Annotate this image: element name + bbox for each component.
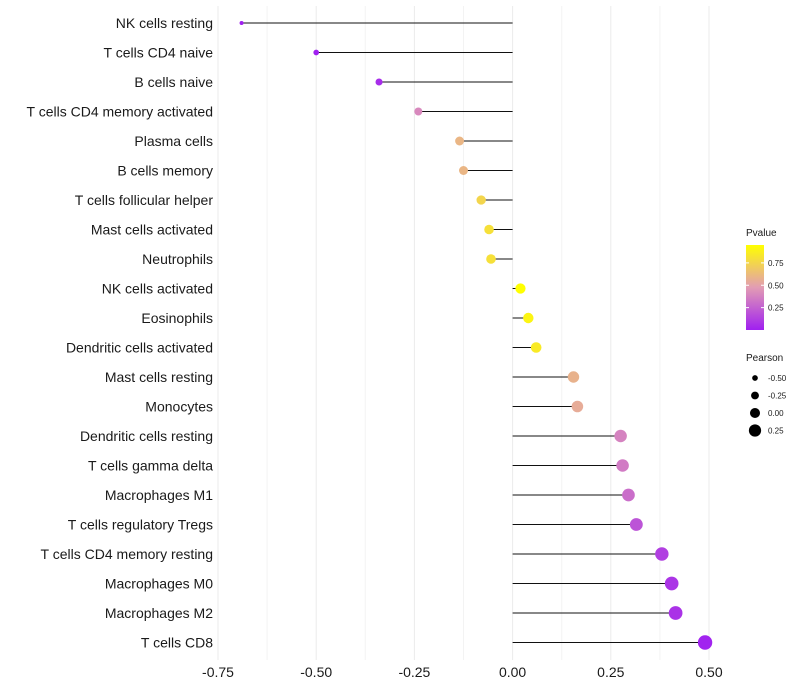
- lollipop-point: [622, 488, 635, 502]
- category-label: Eosinophils: [141, 310, 213, 326]
- lollipop-point: [484, 224, 494, 235]
- category-label: Monocytes: [145, 399, 213, 415]
- size-legend-label: 0.00: [768, 409, 784, 418]
- category-label: T cells regulatory Tregs: [68, 517, 213, 533]
- category-label: Mast cells resting: [105, 369, 213, 385]
- category-label: Macrophages M2: [105, 605, 213, 621]
- category-label: T cells CD4 memory resting: [41, 546, 213, 562]
- category-label: Mast cells activated: [91, 222, 213, 238]
- lollipop-point: [567, 371, 580, 383]
- colorbar-tick-label: 0.25: [768, 304, 784, 313]
- lollipop-point: [313, 49, 320, 56]
- category-label: T cells CD8: [141, 635, 213, 651]
- lollipop-point: [239, 21, 244, 25]
- size-legend-dot: [749, 407, 761, 419]
- lollipop-point: [375, 78, 383, 86]
- lollipop-point: [697, 635, 713, 650]
- category-label: NK cells activated: [102, 281, 213, 297]
- x-axis-tick-labels: -0.75 -0.50 -0.25 0.00 0.25 0.50: [202, 664, 723, 680]
- pearson-legend: Pearson -0.50 -0.25 0.00 0.25: [746, 353, 787, 437]
- size-legend-label: -0.50: [768, 374, 787, 383]
- x-tick-label: -0.75: [202, 664, 234, 680]
- pvalue-colorbar: [746, 245, 764, 330]
- category-label: Dendritic cells activated: [66, 340, 213, 356]
- x-tick-label: 0.25: [597, 664, 624, 680]
- category-label: Macrophages M0: [105, 576, 213, 592]
- lollipop-point: [486, 254, 496, 264]
- size-legend-label: -0.25: [768, 392, 787, 401]
- pearson-legend-title: Pearson: [746, 353, 783, 364]
- category-label: Plasma cells: [134, 133, 213, 149]
- pvalue-legend-title: Pvalue: [746, 228, 777, 239]
- colorbar-tick-label: 0.75: [768, 259, 784, 268]
- pvalue-legend: Pvalue 0.75 0.50 0.25: [746, 228, 784, 330]
- size-legend-dot: [752, 375, 758, 381]
- lollipop-stems: [241, 22, 706, 643]
- lollipop-point: [476, 195, 486, 205]
- category-label: Macrophages M1: [105, 487, 213, 503]
- colorbar-tick-label: 0.50: [768, 281, 784, 290]
- category-labels: NK cells resting T cells CD4 naive B cells…: [27, 15, 214, 651]
- x-tick-label: 0.50: [695, 664, 722, 680]
- category-label: Neutrophils: [142, 251, 213, 267]
- lollipop-point: [616, 459, 629, 472]
- size-legend-label: 0.25: [768, 427, 784, 436]
- x-tick-label: -0.50: [300, 664, 332, 680]
- x-tick-label: 0.00: [499, 664, 526, 680]
- lollipop-point: [459, 166, 468, 175]
- lollipop-point: [629, 518, 643, 531]
- lollipop-point: [655, 547, 669, 561]
- size-legend-dot: [748, 424, 762, 437]
- category-label: T cells CD4 naive: [104, 45, 214, 61]
- category-label: T cells CD4 memory activated: [27, 104, 213, 120]
- lollipop-point: [530, 342, 542, 353]
- category-label: B cells memory: [117, 163, 213, 179]
- lollipop-point: [455, 136, 465, 146]
- size-legend-dot: [751, 391, 759, 400]
- category-label: NK cells resting: [116, 15, 213, 31]
- x-tick-label: -0.25: [398, 664, 430, 680]
- lollipop-point: [414, 107, 423, 116]
- lollipop-point: [571, 400, 584, 413]
- category-label: B cells naive: [134, 74, 213, 90]
- category-label: T cells gamma delta: [88, 458, 213, 474]
- lollipop-point: [614, 429, 627, 443]
- gridlines: [217, 6, 710, 660]
- lollipop-points: [239, 21, 713, 650]
- category-label: Dendritic cells resting: [80, 428, 213, 444]
- category-label: T cells follicular helper: [75, 192, 214, 208]
- lollipop-point: [664, 576, 679, 591]
- lollipop-point: [515, 283, 526, 294]
- lollipop-point: [668, 606, 683, 620]
- lollipop-point: [523, 312, 534, 324]
